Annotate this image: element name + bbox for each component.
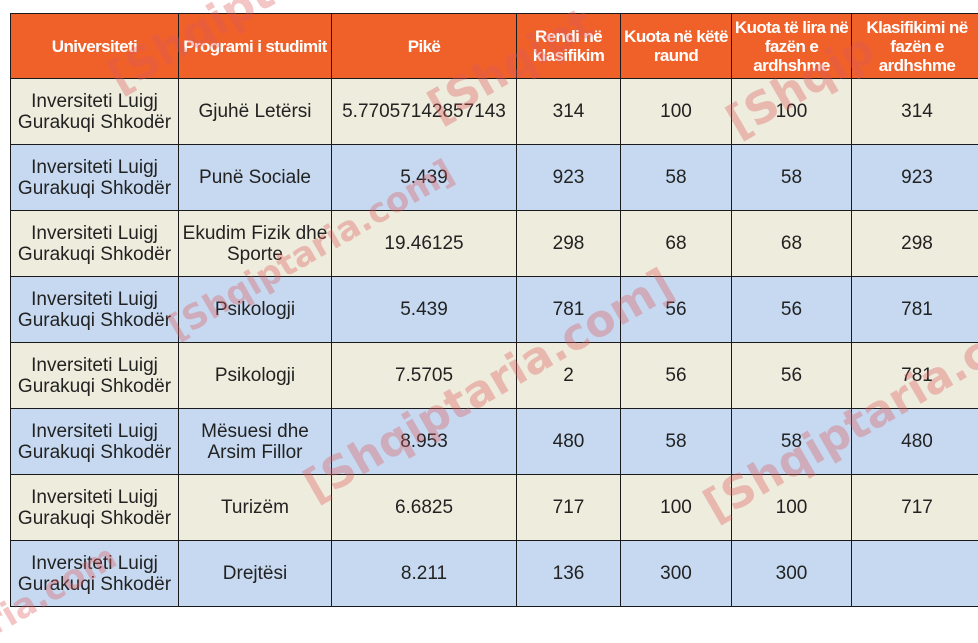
column-header: Kuota të lira në fazën e ardhshme [732,14,852,79]
table-cell: Punë Sociale [179,145,332,211]
table-cell: 300 [732,541,852,607]
table-cell: 923 [517,145,621,211]
column-header: Pikë [332,14,517,79]
table-cell: 923 [852,145,978,211]
table-cell: 68 [621,211,732,277]
table-cell: 314 [517,79,621,145]
table-cell: 300 [621,541,732,607]
column-header: Programi i studimit [179,14,332,79]
table-cell: 58 [732,145,852,211]
table-cell: 56 [732,343,852,409]
table-cell: 5.77057142857143 [332,79,517,145]
table-cell: 100 [732,475,852,541]
table-cell: Psikologji [179,277,332,343]
table-cell: 717 [517,475,621,541]
table-cell: 6.6825 [332,475,517,541]
table-cell: 480 [517,409,621,475]
table-cell: Inversiteti Luigj Gurakuqi Shkodër [11,475,179,541]
table-cell: Gjuhë Letërsi [179,79,332,145]
table-cell: 2 [517,343,621,409]
table-cell: Turizëm [179,475,332,541]
table-cell: Inversiteti Luigj Gurakuqi Shkodër [11,409,179,475]
table-cell: 100 [621,475,732,541]
table-cell: 100 [732,79,852,145]
table-cell: 100 [621,79,732,145]
table-cell: Ekudim Fizik dhe Sporte [179,211,332,277]
table-cell: 717 [852,475,978,541]
table-cell: 58 [621,409,732,475]
table-cell: 56 [732,277,852,343]
table-cell: 58 [732,409,852,475]
table-cell: 8.953 [332,409,517,475]
table-cell: Inversiteti Luigj Gurakuqi Shkodër [11,145,179,211]
table-cell: Inversiteti Luigj Gurakuqi Shkodër [11,343,179,409]
column-header: Kuota në këtë raund [621,14,732,79]
table-cell: 781 [852,343,978,409]
table-cell [852,541,978,607]
table-cell: 56 [621,277,732,343]
table-cell: Inversiteti Luigj Gurakuqi Shkodër [11,79,179,145]
table-cell: 314 [852,79,978,145]
table-cell: 298 [517,211,621,277]
table-cell: 781 [852,277,978,343]
table-cell: 136 [517,541,621,607]
column-header: Universiteti [11,14,179,79]
table-cell: Inversiteti Luigj Gurakuqi Shkodër [11,211,179,277]
table-cell: 5.439 [332,277,517,343]
table-cell: Psikologji [179,343,332,409]
table-cell: 56 [621,343,732,409]
table-cell: Inversiteti Luigj Gurakuqi Shkodër [11,541,179,607]
table-cell: Mësuesi dhe Arsim Fillor [179,409,332,475]
table-cell: 781 [517,277,621,343]
table-cell: 7.5705 [332,343,517,409]
table-cell: 298 [852,211,978,277]
table-cell: 8.211 [332,541,517,607]
table-cell: Drejtësi [179,541,332,607]
table-cell: 19.46125 [332,211,517,277]
table-cell: 480 [852,409,978,475]
column-header: Rendi në klasifikim [517,14,621,79]
table-cell: 68 [732,211,852,277]
table-cell: 58 [621,145,732,211]
column-header: Klasifikimi në fazën e ardhshme [852,14,978,79]
table-cell: 5.439 [332,145,517,211]
table-cell: Inversiteti Luigj Gurakuqi Shkodër [11,277,179,343]
